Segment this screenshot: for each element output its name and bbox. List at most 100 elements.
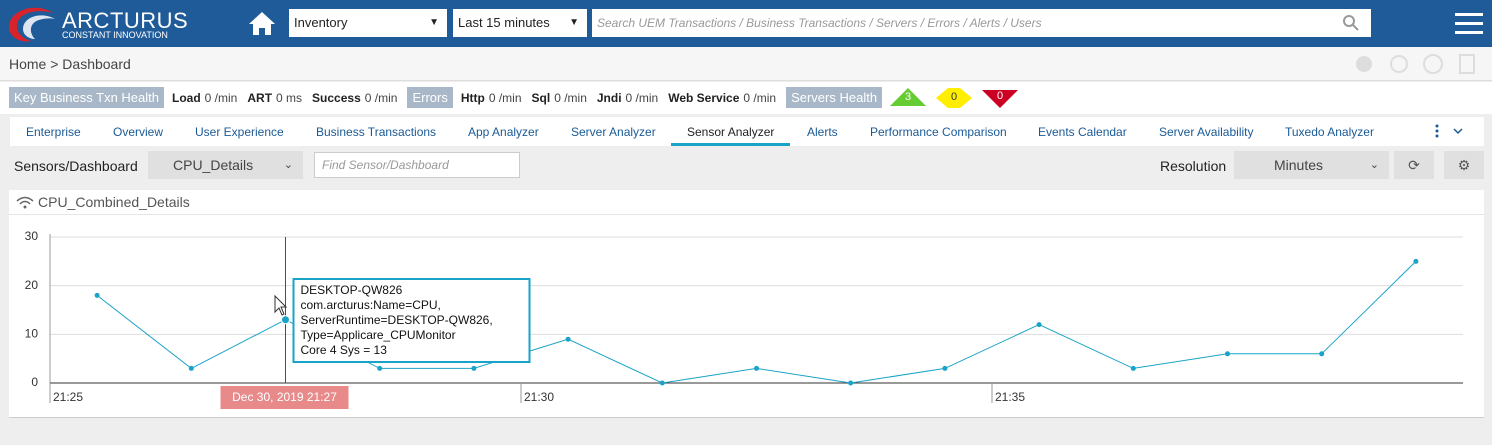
metric-label: Success <box>312 90 361 105</box>
server-badge: 0 <box>982 88 1019 108</box>
metric-label: Load <box>172 90 201 105</box>
error-metric-value: 0 /min <box>554 90 587 105</box>
point <box>1036 322 1042 328</box>
tooltip-line: Core 4 Sys = 13 <box>301 343 388 357</box>
tab[interactable]: Server Analyzer <box>571 125 656 139</box>
tooltip-box <box>292 278 531 363</box>
chart-title: CPU_Combined_Details <box>38 194 190 210</box>
context-value: Inventory <box>294 15 348 30</box>
point <box>471 365 477 371</box>
error-metric-value: 0 /min <box>743 90 777 105</box>
tab[interactable]: Performance Comparison <box>870 125 1007 139</box>
health-bar: Key Business Txn Health Load 0 /min ART 0 ms… <box>0 82 1492 114</box>
tooltip-line: Type=Applicare_CPUMonitor <box>301 328 456 342</box>
x-tick-label: 21:35 <box>995 390 1025 404</box>
point <box>1413 258 1419 264</box>
header: ARCTURUS CONSTANT INNOVATION Inventory ▼ … <box>0 0 1492 47</box>
tab-bar: Enterprise Overview User Experience Busines… <box>10 117 1484 146</box>
tab[interactable]: App Analyzer <box>468 125 539 139</box>
point <box>659 380 665 386</box>
tagline: CONSTANT INNOVATION <box>62 30 168 40</box>
tab[interactable]: Events Calendar <box>1038 125 1127 139</box>
sensor-select[interactable]: CPU_Details ⌄ <box>148 151 303 179</box>
y-tick-label: 20 <box>25 278 39 292</box>
tab[interactable]: User Experience <box>195 125 284 139</box>
badge-value[interactable]: 0 <box>997 89 1004 102</box>
tab[interactable]: Server Availability <box>1159 125 1254 139</box>
header-icons <box>1356 54 1475 74</box>
breadcrumb-bar: Home > Dashboard <box>0 47 1492 81</box>
point <box>94 292 100 298</box>
badge-shape <box>982 89 1019 108</box>
tab[interactable]: Alerts <box>807 125 838 139</box>
resolution-label: Resolution <box>1160 158 1227 174</box>
search-icon <box>1343 15 1359 31</box>
health-title: Key Business Txn Health <box>9 87 164 108</box>
point <box>565 336 571 342</box>
error-metric-value: 0 /min <box>625 90 659 105</box>
badge-shape <box>936 87 973 108</box>
tab-more[interactable] <box>1430 123 1470 139</box>
metric-label: ART <box>247 90 273 105</box>
y-tick-label: 0 <box>31 375 38 389</box>
tooltip-line: ServerRuntime=DESKTOP-QW826, <box>301 313 493 327</box>
toolbar: Sensors/Dashboard CPU_Details ⌄ Find Sens… <box>0 147 1492 185</box>
metric-value: 0 /min <box>364 90 398 105</box>
badge-value[interactable]: 0 <box>951 90 958 103</box>
range-select[interactable]: Last 15 minutes ▼ <box>453 9 587 37</box>
cursor <box>274 294 288 316</box>
tab[interactable]: Business Transactions <box>316 125 437 139</box>
resolution-value: Minutes <box>1274 157 1324 173</box>
error-metric-label: Jndi <box>596 90 622 105</box>
error-metric-value: 0 /min <box>488 90 522 105</box>
chart-panel: CPU_Combined_Details 0 10 20 30 21:25 21:30 21… <box>9 190 1484 418</box>
context-select[interactable]: Inventory ▼ <box>289 9 447 37</box>
point <box>942 365 948 371</box>
logo-mark <box>8 7 55 42</box>
point <box>377 365 383 371</box>
date-label-box <box>220 386 349 409</box>
tab[interactable]: Sensor Analyzer <box>687 125 775 139</box>
point <box>188 365 194 371</box>
errors-title: Errors <box>407 87 453 108</box>
tab[interactable]: Tuxedo Analyzer <box>1285 125 1374 139</box>
error-metric-label: Http <box>460 90 485 105</box>
find-placeholder: Find Sensor/Dashboard <box>322 158 449 172</box>
settings-button[interactable]: ⚙ <box>1444 151 1484 179</box>
badge-value[interactable]: 3 <box>905 90 912 103</box>
menu-icon[interactable] <box>1455 12 1483 36</box>
point <box>848 380 854 386</box>
point <box>754 365 759 371</box>
hover-point <box>281 315 290 325</box>
tooltip-line: DESKTOP-QW826 <box>301 283 403 297</box>
badge-fill <box>936 87 973 108</box>
servers-title: Servers Health <box>786 87 883 108</box>
find-box[interactable]: Find Sensor/Dashboard <box>314 152 520 178</box>
resolution-select[interactable]: Minutes ⌄ <box>1234 151 1389 179</box>
point <box>1319 351 1325 357</box>
sensor-icon <box>16 196 34 209</box>
error-metric-label: Sql <box>531 90 551 105</box>
tab[interactable]: Enterprise <box>26 125 81 139</box>
server-badge: 3 <box>890 87 927 108</box>
home-icon[interactable] <box>248 10 276 36</box>
panel-header: CPU_Combined_Details <box>9 190 1484 215</box>
point <box>1225 351 1230 357</box>
metric-value: 0 ms <box>276 90 303 105</box>
x-tick-label: 21:25 <box>53 390 83 404</box>
badge-fill <box>982 89 1019 108</box>
breadcrumb[interactable]: Home > Dashboard <box>9 56 131 72</box>
point <box>1130 365 1136 371</box>
chart: 0 10 20 30 21:25 21:30 21:35 Dec 30, 2019 21:27… <box>25 229 1463 409</box>
error-metric-label: Web Service <box>668 90 740 105</box>
metric-value: 0 /min <box>204 90 238 105</box>
tab[interactable]: Overview <box>113 125 164 139</box>
tab-underline <box>671 143 790 146</box>
sensor-value: CPU_Details <box>173 157 254 173</box>
tooltip-line: com.arcturus:Name=CPU, <box>301 298 441 312</box>
health-row: Key Business Txn Health Load 0 /min ART 0 ms… <box>9 87 1028 108</box>
y-tick-label: 10 <box>25 327 39 341</box>
search-box[interactable]: Search UEM Transactions / Business Trans… <box>592 9 1371 37</box>
refresh-button[interactable]: ⟳ <box>1394 151 1434 179</box>
